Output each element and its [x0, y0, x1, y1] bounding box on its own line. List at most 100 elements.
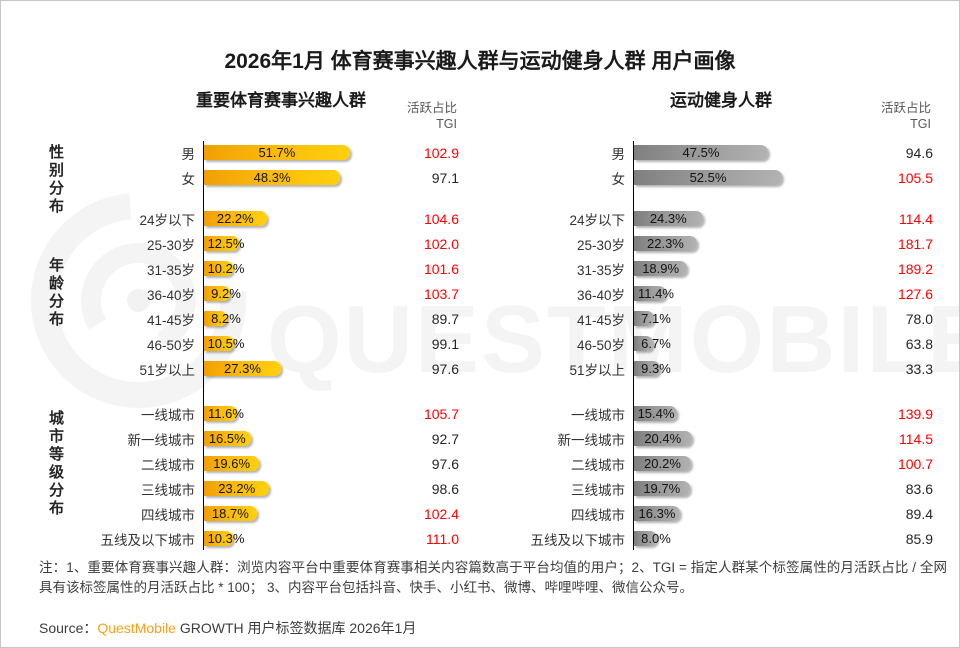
- percentage-bar: 10.5%: [204, 336, 244, 351]
- tgi-value: 33.3: [905, 360, 933, 377]
- bar-zone: 51.7%: [203, 145, 408, 160]
- chart-row: 男 47.5% 94.6: [473, 140, 934, 165]
- chart-row: 男 51.7% 102.9: [43, 140, 460, 165]
- bar-value-label: 48.3%: [253, 169, 291, 185]
- percentage-bar: 6.7%: [634, 336, 671, 351]
- percentage-bar: 47.5%: [634, 145, 768, 160]
- tgi-value: 83.6: [905, 480, 933, 497]
- group-label-gender: 性别分布: [47, 144, 64, 216]
- bar-value-label: 51.7%: [258, 144, 296, 160]
- tgi-value: 105.7: [423, 405, 459, 422]
- category-label: 二线城市: [141, 457, 195, 473]
- right-tgi-column-header: 活跃占比 TGI: [831, 100, 931, 132]
- bar-zone: 22.2%: [203, 211, 408, 226]
- chart-row: 24岁以下 24.3% 114.4: [473, 206, 933, 231]
- percentage-bar: 16.3%: [634, 506, 680, 521]
- chart-row: 51岁以上 27.3% 97.6: [43, 356, 459, 381]
- chart-row: 新一线城市 20.4% 114.5: [473, 426, 934, 451]
- percentage-bar: 11.4%: [634, 286, 674, 301]
- bar-value-label: 7.1%: [641, 310, 671, 326]
- tgi-value: 78.0: [905, 310, 933, 327]
- percentage-bar: 10.2%: [204, 261, 244, 276]
- bar-value-label: 10.2%: [207, 260, 245, 276]
- tgi-value: 89.7: [431, 310, 459, 327]
- bar-zone: 19.6%: [203, 456, 408, 471]
- category-label: 41-45岁: [146, 312, 195, 328]
- chart-row: 四线城市 16.3% 89.4: [473, 501, 933, 526]
- bar-value-label: 8.2%: [211, 310, 241, 326]
- percentage-bar: 10.3%: [204, 531, 244, 546]
- bar-value-label: 19.6%: [213, 455, 251, 471]
- chart-row: 25-30岁 12.5% 102.0: [43, 231, 459, 256]
- category-label: 二线城市: [571, 457, 625, 473]
- tgi-value: 114.5: [899, 430, 933, 447]
- questmobile-logo-watermark-icon: [1, 149, 290, 452]
- chart-row: 一线城市 15.4% 139.9: [473, 401, 933, 426]
- category-label: 36-40岁: [576, 287, 625, 303]
- chart-section: 一线城市 15.4% 139.9 新一线城市 20.4% 114.5 二线城市 20.2% 10…: [473, 401, 934, 551]
- bar-zone: 15.4%: [633, 406, 838, 421]
- percentage-bar: 20.2%: [634, 456, 691, 471]
- percentage-bar: 11.6%: [204, 406, 244, 421]
- category-label: 41-45岁: [576, 312, 625, 328]
- tgi-value: 97.6: [431, 455, 459, 472]
- category-label: 男: [181, 146, 196, 162]
- category-label: 一线城市: [141, 407, 195, 423]
- bar-value-label: 16.5%: [208, 430, 246, 446]
- chart-row: 二线城市 20.2% 100.7: [473, 451, 933, 476]
- category-label: 女: [181, 171, 196, 187]
- questmobile-text-watermark: QUESTMOBILE: [267, 285, 959, 395]
- percentage-bar: 27.3%: [204, 361, 281, 376]
- bar-zone: 24.3%: [633, 211, 838, 226]
- bar-zone: 6.7%: [633, 336, 838, 351]
- bar-zone: 47.5%: [633, 145, 838, 160]
- chart-section: 男 47.5% 94.6 女 52.5% 105.5: [473, 140, 934, 190]
- bar-zone: 7.1%: [633, 311, 838, 326]
- chart-row: 女 48.3% 97.1: [43, 165, 460, 190]
- bar-zone: 12.5%: [203, 236, 408, 251]
- percentage-bar: 20.4%: [634, 431, 692, 446]
- tgi-value: 63.8: [905, 335, 933, 352]
- group-label-city-tier: 城市等级分布: [47, 410, 64, 518]
- bar-value-label: 9.2%: [211, 285, 241, 301]
- left-tgi-header-line1: 活跃占比: [406, 101, 457, 115]
- bar-zone: 11.6%: [203, 406, 408, 421]
- category-label: 三线城市: [141, 482, 195, 498]
- chart-row: 三线城市 19.7% 83.6: [473, 476, 933, 501]
- bar-zone: 11.4%: [633, 286, 838, 301]
- percentage-bar: 22.3%: [634, 236, 697, 251]
- category-label: 四线城市: [141, 507, 195, 523]
- bar-zone: 9.3%: [633, 361, 838, 376]
- chart-section: 一线城市 11.6% 105.7 新一线城市 16.5% 92.7 二线城市 19.6% 97.…: [43, 401, 460, 551]
- chart-row: 46-50岁 6.7% 63.8: [473, 331, 933, 356]
- right-tgi-header-line2: TGI: [910, 117, 931, 131]
- bar-value-label: 52.5%: [689, 169, 727, 185]
- percentage-bar: 15.4%: [634, 406, 678, 421]
- tgi-value: 85.9: [905, 530, 933, 547]
- bar-zone: 20.4%: [633, 431, 838, 446]
- tgi-value: 114.4: [899, 210, 933, 227]
- bar-value-label: 12.5%: [207, 235, 245, 251]
- bar-zone: 23.2%: [203, 481, 408, 496]
- bar-value-label: 20.4%: [644, 430, 682, 446]
- category-label: 五线及以下城市: [100, 532, 196, 548]
- category-label: 男: [611, 146, 626, 162]
- chart-row: 新一线城市 16.5% 92.7: [43, 426, 460, 451]
- bar-value-label: 24.3%: [649, 210, 687, 226]
- category-label: 31-35岁: [146, 262, 195, 278]
- chart-row: 五线及以下城市 8.0% 85.9: [473, 526, 934, 551]
- bar-zone: 10.5%: [203, 336, 408, 351]
- category-label: 46-50岁: [146, 337, 195, 353]
- tgi-value: 181.7: [897, 235, 933, 252]
- percentage-bar: 8.2%: [204, 311, 241, 326]
- tgi-value: 97.1: [431, 169, 459, 186]
- tgi-value: 105.5: [897, 169, 933, 186]
- source-suffix: GROWTH 用户标签数据库 2026年1月: [175, 620, 417, 636]
- footnote: 注：1、重要体育赛事兴趣人群：浏览内容平台中重要体育赛事相关内容篇数高于平台均值…: [39, 560, 947, 595]
- chart-row: 51岁以上 9.3% 33.3: [473, 356, 933, 381]
- chart-section: 24岁以下 22.2% 104.6 25-30岁 12.5% 102.0 31-35岁 10.…: [43, 206, 459, 381]
- bar-value-label: 6.7%: [641, 335, 671, 351]
- bar-value-label: 20.2%: [644, 455, 681, 471]
- percentage-bar: 23.2%: [204, 481, 270, 496]
